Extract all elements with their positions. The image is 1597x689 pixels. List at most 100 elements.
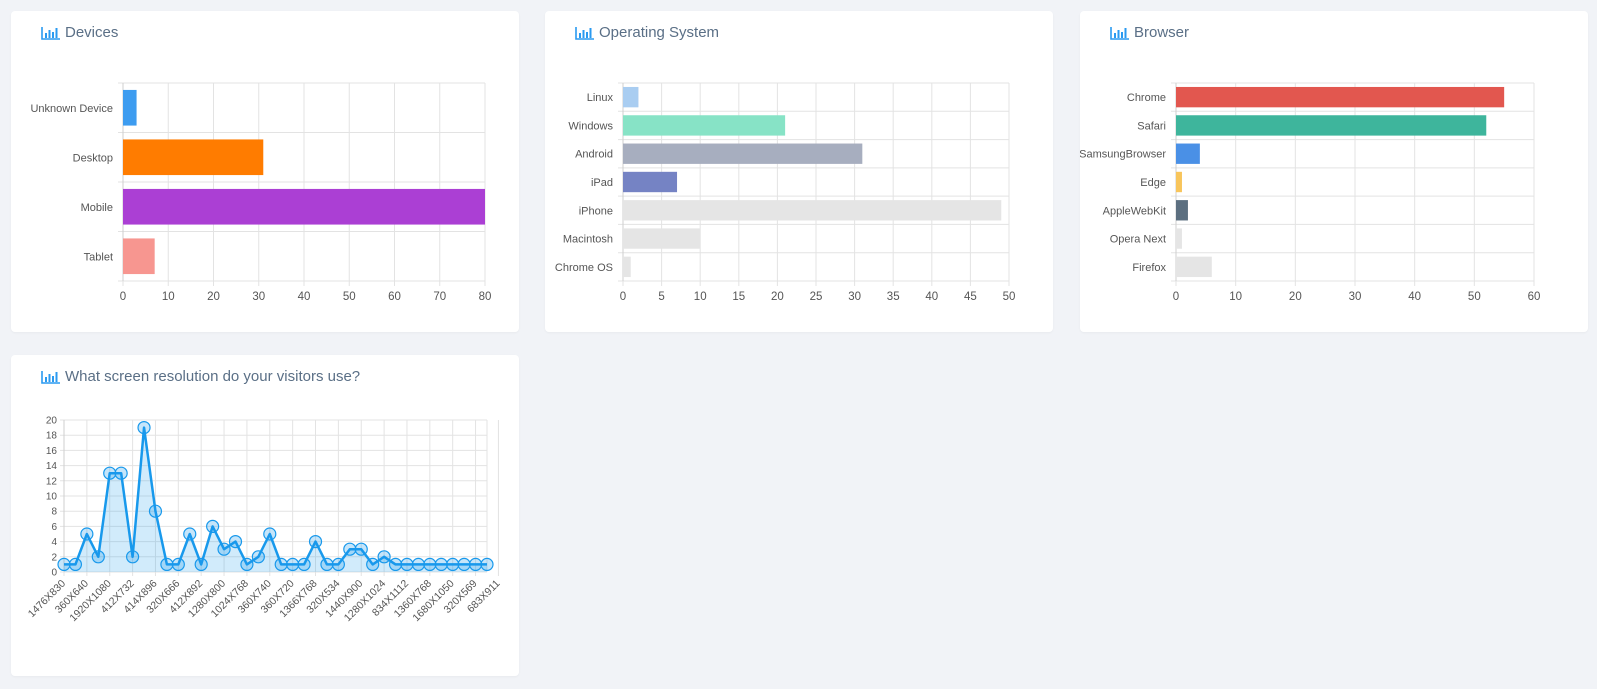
data-point[interactable] <box>457 557 471 571</box>
y-tick-label: 14 <box>46 461 58 472</box>
icon-bar <box>579 32 581 38</box>
data-point[interactable] <box>377 550 391 564</box>
category-label: Safari <box>1137 120 1166 132</box>
data-point[interactable] <box>354 542 368 556</box>
y-tick-label: 4 <box>51 537 57 548</box>
x-tick-label: 35 <box>887 291 900 303</box>
data-point[interactable] <box>423 557 437 571</box>
bar-chart-icon <box>41 370 60 384</box>
bar <box>623 171 678 193</box>
icon-bar <box>586 31 588 38</box>
x-tick-label: 50 <box>343 291 356 303</box>
data-point[interactable] <box>434 557 448 571</box>
data-point[interactable] <box>217 542 231 556</box>
x-tick-label: 50 <box>1003 291 1016 303</box>
bar <box>623 228 701 249</box>
data-point[interactable] <box>251 550 265 564</box>
data-point[interactable] <box>137 420 151 435</box>
category-label: Linux <box>587 92 614 104</box>
data-point[interactable] <box>206 519 220 533</box>
x-tick-label: 60 <box>388 291 401 303</box>
x-tick-label: 70 <box>433 291 446 303</box>
data-point[interactable] <box>103 466 117 480</box>
category-label: Macintosh <box>563 234 613 246</box>
data-point[interactable] <box>468 557 483 571</box>
y-tick-label: 12 <box>46 476 58 487</box>
x-tick-label: 40 <box>1408 291 1421 303</box>
icon-bar <box>52 31 54 38</box>
data-point[interactable] <box>297 557 311 571</box>
resolution-card-header: What screen resolution do your visitors … <box>41 368 360 385</box>
data-point[interactable] <box>366 557 380 571</box>
bar <box>1176 115 1487 136</box>
devices-card-title: Devices <box>65 24 119 41</box>
bar <box>623 115 786 136</box>
data-point[interactable] <box>388 557 403 571</box>
x-tick-label: 50 <box>1468 291 1481 303</box>
series-line <box>64 426 487 566</box>
icon-bar <box>582 29 585 38</box>
data-point[interactable] <box>308 535 323 549</box>
x-tick-label: 10 <box>1229 291 1242 303</box>
data-point[interactable] <box>148 504 163 518</box>
data-point[interactable] <box>343 542 357 556</box>
icon-bar <box>1117 29 1120 38</box>
data-point[interactable] <box>57 557 71 571</box>
browser-card: Browser 0 10 20 30 40 50 60 Chrome Safari Samsung… <box>1080 11 1588 332</box>
os-bar-chart: 0 5 10 15 20 25 30 35 40 45 50 Linux Windows Android i… <box>555 82 1016 303</box>
data-point[interactable] <box>331 557 345 571</box>
icon-bar <box>45 376 47 382</box>
category-label: Android <box>575 149 613 161</box>
x-tick-label: 20 <box>1289 291 1302 303</box>
data-point[interactable] <box>80 527 94 541</box>
os-card-title: Operating System <box>599 24 720 41</box>
data-point[interactable] <box>125 550 140 564</box>
bar <box>1176 200 1188 221</box>
category-label: Chrome OS <box>555 262 613 274</box>
x-tick-label: 5 <box>658 291 664 303</box>
data-point[interactable] <box>274 557 288 571</box>
icon-bar <box>55 27 58 38</box>
data-point[interactable] <box>171 557 185 571</box>
bar <box>123 238 155 275</box>
y-tick-label: 8 <box>51 507 57 518</box>
y-tick-label: 10 <box>46 492 58 503</box>
data-point[interactable] <box>320 557 334 571</box>
icon-bar <box>48 373 51 382</box>
x-tick-label: 25 <box>810 291 823 303</box>
resolution-card: What screen resolution do your visitors … <box>11 355 519 676</box>
icon-bar <box>45 32 47 38</box>
x-tick-label: 0 <box>1173 291 1179 303</box>
data-point[interactable] <box>240 557 254 571</box>
x-tick-label: 60 <box>1528 291 1541 303</box>
y-tick-label: 20 <box>46 416 58 427</box>
bar <box>623 200 1002 221</box>
data-point[interactable] <box>411 557 426 571</box>
browser-card-title: Browser <box>1134 24 1190 41</box>
x-tick-label: 40 <box>298 291 311 303</box>
data-point[interactable] <box>286 557 300 571</box>
icon-bar <box>1121 31 1123 38</box>
data-point[interactable] <box>91 550 105 564</box>
resolution-line-chart: 024681012141618201476X830360X6401920X108… <box>26 416 503 625</box>
data-point[interactable] <box>68 557 83 571</box>
data-point[interactable] <box>160 557 174 571</box>
data-point[interactable] <box>194 557 208 571</box>
data-point[interactable] <box>228 535 243 549</box>
bar <box>623 86 639 108</box>
data-point[interactable] <box>183 527 197 541</box>
category-label: Mobile <box>81 202 113 214</box>
bar <box>123 89 137 126</box>
category-label: Opera Next <box>1110 234 1166 246</box>
data-point[interactable] <box>480 557 494 571</box>
os-card: Operating System 0 5 10 15 20 25 30 35 40 45 50 Lin… <box>545 11 1053 332</box>
data-point[interactable] <box>263 527 277 541</box>
category-label: Desktop <box>73 152 113 164</box>
icon-bar <box>55 371 58 382</box>
data-point[interactable] <box>114 466 128 480</box>
bar <box>1176 171 1182 193</box>
x-tick-label: 0 <box>120 291 126 303</box>
devices-card: Devices 0 10 20 30 40 50 60 70 80 Unknown Device D… <box>11 11 519 332</box>
data-point[interactable] <box>400 557 414 571</box>
data-point[interactable] <box>446 557 460 571</box>
